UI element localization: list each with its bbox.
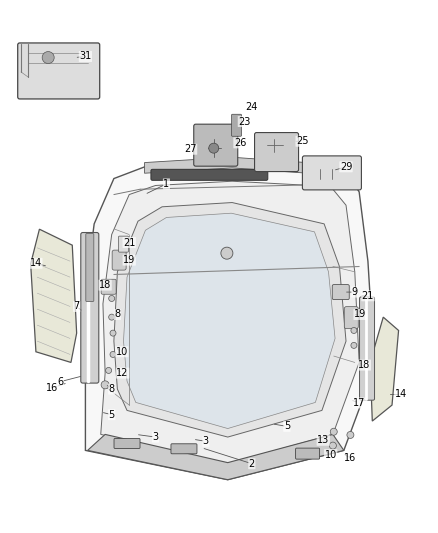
Text: 1: 1: [163, 179, 170, 189]
FancyBboxPatch shape: [296, 448, 320, 459]
FancyBboxPatch shape: [332, 285, 349, 300]
Circle shape: [110, 330, 116, 336]
FancyBboxPatch shape: [344, 306, 358, 329]
Text: 3: 3: [152, 432, 159, 442]
Circle shape: [329, 442, 336, 449]
Text: 17: 17: [353, 398, 365, 408]
Polygon shape: [83, 160, 374, 480]
Text: 31: 31: [79, 52, 92, 61]
FancyBboxPatch shape: [101, 279, 116, 294]
Text: 2: 2: [249, 459, 255, 469]
Text: 18: 18: [99, 280, 111, 290]
Text: 16: 16: [46, 383, 58, 393]
Text: 21: 21: [362, 291, 374, 301]
Text: 19: 19: [123, 255, 135, 265]
Text: 24: 24: [246, 102, 258, 111]
Circle shape: [347, 431, 354, 439]
FancyBboxPatch shape: [232, 114, 241, 136]
FancyBboxPatch shape: [194, 124, 238, 166]
FancyBboxPatch shape: [119, 236, 128, 252]
Text: 21: 21: [123, 238, 135, 247]
Circle shape: [42, 52, 54, 63]
Text: 16: 16: [344, 454, 357, 463]
FancyBboxPatch shape: [112, 250, 126, 270]
Text: 8: 8: [114, 310, 120, 319]
FancyBboxPatch shape: [254, 133, 299, 172]
Text: 12: 12: [117, 368, 129, 378]
FancyBboxPatch shape: [18, 43, 100, 99]
Text: 25: 25: [296, 136, 308, 146]
Text: 27: 27: [184, 144, 197, 154]
Text: 29: 29: [340, 162, 352, 172]
FancyBboxPatch shape: [360, 297, 374, 400]
Text: 14: 14: [30, 259, 42, 268]
Circle shape: [351, 342, 357, 349]
FancyBboxPatch shape: [114, 439, 140, 448]
Polygon shape: [145, 157, 346, 176]
Circle shape: [330, 428, 337, 435]
Text: 7: 7: [74, 302, 80, 311]
FancyBboxPatch shape: [86, 233, 94, 302]
FancyBboxPatch shape: [302, 156, 361, 190]
Text: 18: 18: [358, 360, 371, 370]
Polygon shape: [124, 213, 335, 429]
Circle shape: [101, 381, 109, 389]
FancyBboxPatch shape: [171, 444, 197, 454]
Text: 23: 23: [238, 117, 251, 126]
Polygon shape: [370, 317, 399, 421]
Circle shape: [106, 367, 112, 374]
Circle shape: [351, 327, 357, 334]
Text: 9: 9: [352, 287, 358, 297]
Polygon shape: [114, 203, 346, 437]
Polygon shape: [31, 229, 77, 362]
Text: 5: 5: [109, 410, 115, 419]
Text: 8: 8: [109, 384, 115, 394]
Text: 5: 5: [284, 422, 290, 431]
Text: 26: 26: [234, 138, 246, 148]
Text: 6: 6: [57, 377, 64, 386]
Polygon shape: [88, 434, 344, 480]
Circle shape: [109, 295, 115, 302]
Circle shape: [110, 351, 116, 358]
Text: 19: 19: [354, 310, 366, 319]
FancyBboxPatch shape: [151, 169, 268, 180]
Circle shape: [221, 247, 233, 259]
Circle shape: [109, 314, 115, 320]
Circle shape: [209, 143, 219, 153]
Text: 14: 14: [395, 390, 407, 399]
Text: 3: 3: [203, 437, 209, 446]
FancyBboxPatch shape: [81, 232, 99, 383]
Polygon shape: [101, 181, 359, 464]
Text: 13: 13: [317, 435, 329, 445]
Text: 10: 10: [325, 450, 337, 459]
Text: 10: 10: [116, 347, 128, 357]
